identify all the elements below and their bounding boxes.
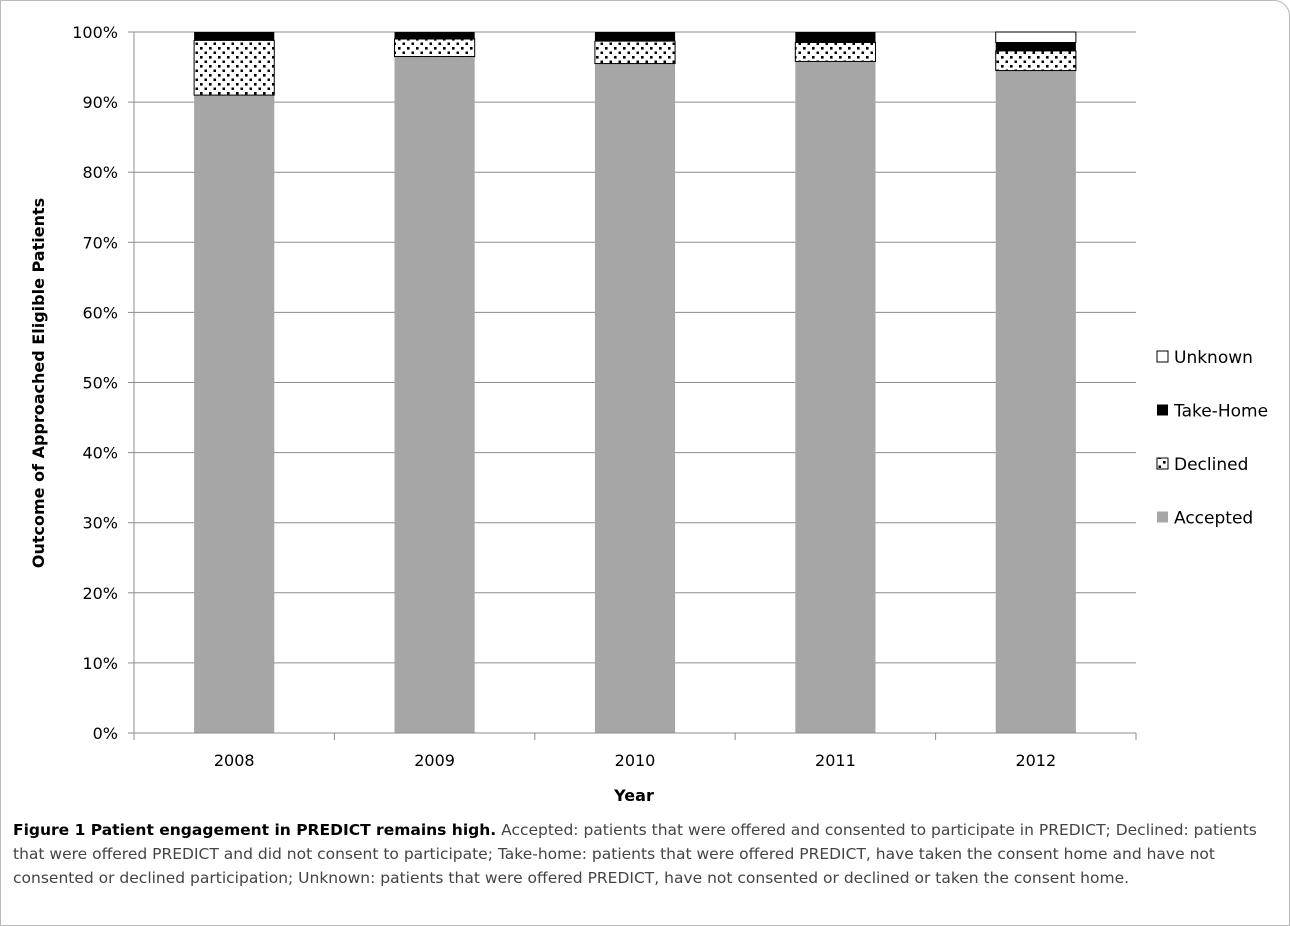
y-axis-title: Outcome of Approached Eligible Patients bbox=[29, 198, 48, 568]
figure-caption: Figure 1 Patient engagement in PREDICT r… bbox=[13, 818, 1275, 890]
bar-declined-2010 bbox=[594, 40, 676, 65]
x-axis-title: Year bbox=[613, 786, 654, 805]
axes bbox=[128, 31, 1137, 740]
y-tick-label: 70% bbox=[82, 233, 118, 252]
legend-swatch-take-home bbox=[1157, 404, 1168, 416]
bar-accepted-2008 bbox=[194, 95, 275, 734]
caption-title: Figure 1 Patient engagement in PREDICT r… bbox=[13, 821, 497, 839]
y-tick-label: 80% bbox=[82, 163, 118, 182]
bar-take-home-2012 bbox=[995, 42, 1076, 51]
x-tick-label: 2008 bbox=[214, 751, 255, 770]
bar-declined-2009 bbox=[394, 38, 476, 58]
y-tick-label: 60% bbox=[82, 303, 118, 322]
x-tick-label: 2009 bbox=[414, 751, 455, 770]
bar-accepted-2009 bbox=[394, 56, 475, 734]
bar-accepted-2010 bbox=[594, 63, 676, 734]
y-tick-label: 10% bbox=[82, 654, 118, 673]
bar-declined-2012 bbox=[995, 50, 1077, 72]
bar-accepted-2011 bbox=[795, 61, 876, 733]
y-tick-label: 50% bbox=[82, 374, 118, 393]
bar-take-home-2010 bbox=[594, 32, 676, 42]
bar-take-home-2011 bbox=[795, 32, 876, 43]
y-tick-label: 20% bbox=[82, 584, 118, 603]
bars bbox=[193, 31, 1077, 734]
legend-label-take-home: Take-Home bbox=[1173, 402, 1268, 422]
legend-label-declined: Declined bbox=[1174, 455, 1248, 475]
y-tick-label: 90% bbox=[82, 93, 118, 112]
legend-label-unknown: Unknown bbox=[1174, 348, 1253, 368]
y-tick-label: 40% bbox=[82, 444, 118, 463]
y-tick-label: 0% bbox=[93, 724, 118, 743]
bar-unknown-2012 bbox=[995, 31, 1077, 44]
x-tick-labels: 2008 2009 2010 2011 2012 bbox=[214, 751, 1056, 770]
legend-swatch-accepted bbox=[1157, 511, 1168, 523]
stacked-bar-chart: 0%10%20%30%40%50%60%70%80%90%100% 2008 20… bbox=[29, 23, 1268, 805]
caption-text: Accepted: patients that were offered and… bbox=[13, 821, 1257, 887]
x-tick-label: 2012 bbox=[1015, 751, 1056, 770]
y-tick-label: 30% bbox=[82, 514, 118, 533]
legend-swatch-unknown bbox=[1156, 350, 1169, 363]
legend-swatch-declined bbox=[1156, 457, 1169, 470]
y-tick-labels: 0% 10% 20% 30% 40% 50% 60% 70% 80% 90% 100% bbox=[72, 23, 118, 743]
bar-take-home-2008 bbox=[194, 32, 275, 41]
x-tick-label: 2011 bbox=[815, 751, 856, 770]
bar-take-home-2009 bbox=[394, 32, 475, 40]
legend: Unknown Take-Home Declined Accepted bbox=[1156, 348, 1268, 529]
bar-accepted-2012 bbox=[995, 70, 1076, 734]
bar-declined-2011 bbox=[794, 42, 876, 62]
legend-label-accepted: Accepted bbox=[1174, 509, 1253, 529]
y-tick-label: 100% bbox=[72, 23, 118, 42]
bar-declined-2008 bbox=[193, 39, 275, 96]
x-tick-label: 2010 bbox=[615, 751, 656, 770]
